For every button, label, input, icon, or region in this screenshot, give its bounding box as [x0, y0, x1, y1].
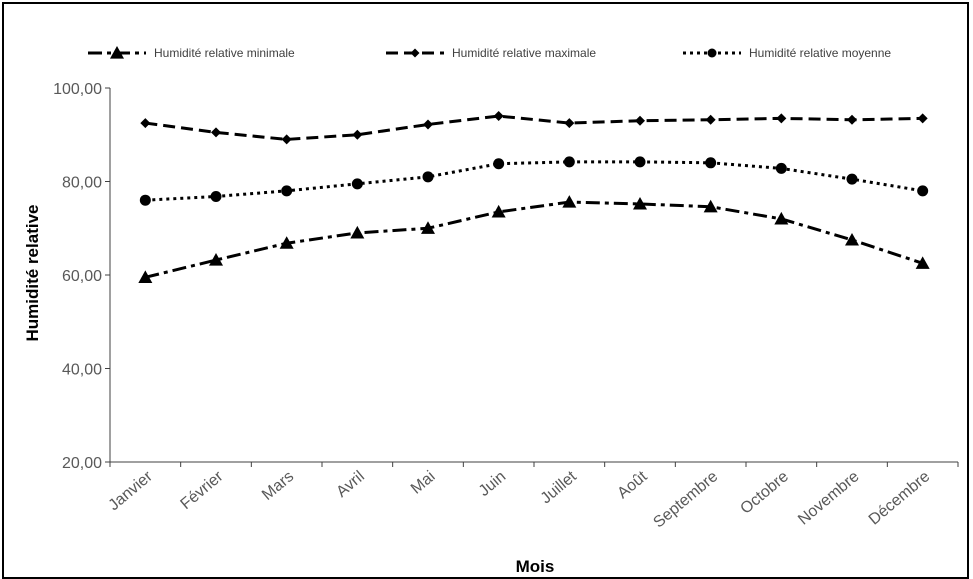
- y-axis-title: Humidité relative: [23, 205, 42, 342]
- y-tick-label: 60,00: [62, 268, 102, 285]
- x-tick-label: Juillet: [538, 468, 581, 508]
- data-point-circle: [210, 190, 222, 202]
- x-tick-label: Décembre: [866, 468, 934, 529]
- x-axis-title: Mois: [516, 557, 555, 576]
- x-tick-label: Janvier: [105, 468, 156, 515]
- data-point-triangle: [915, 256, 930, 269]
- data-point-diamond: [705, 114, 716, 125]
- data-point-triangle: [209, 253, 223, 266]
- series-2: [140, 111, 928, 145]
- x-tick-label: Mars: [259, 468, 297, 504]
- series-line: [144, 200, 924, 279]
- x-tick-label: Novembre: [795, 468, 863, 529]
- series-1: [138, 195, 930, 283]
- series-3: [139, 156, 929, 206]
- y-tick-label: 20,00: [62, 455, 102, 472]
- x-tick-label: Février: [178, 468, 228, 513]
- data-point-diamond: [776, 113, 787, 124]
- data-point-triangle: [110, 46, 124, 59]
- data-point-circle: [563, 156, 575, 168]
- data-point-diamond: [564, 118, 575, 129]
- data-point-diamond: [281, 134, 292, 145]
- series-line: [145, 114, 923, 141]
- legend: Humidité relative minimale Humidité relat…: [88, 46, 891, 60]
- data-point-triangle: [491, 204, 506, 218]
- data-point-diamond: [635, 115, 645, 126]
- data-point-circle: [846, 173, 858, 185]
- x-tick-label: Mai: [408, 468, 439, 498]
- data-point-triangle: [703, 199, 718, 213]
- y-tick-label: 100,00: [53, 81, 102, 98]
- data-point-circle: [707, 48, 717, 58]
- data-point-diamond: [410, 48, 420, 58]
- data-point-triangle: [421, 221, 435, 234]
- series-line: [145, 160, 923, 202]
- data-point-diamond: [140, 118, 151, 129]
- data-point-circle: [139, 194, 151, 206]
- y-axis: 20,00 40,00 60,00 80,00 100,00: [53, 81, 111, 472]
- legend-item: Humidité relative minimale: [88, 46, 295, 60]
- data-point-diamond: [423, 119, 433, 130]
- data-point-diamond: [847, 114, 857, 125]
- data-point-diamond: [493, 111, 504, 122]
- legend-label: Humidité relative maximale: [452, 46, 596, 60]
- x-tick-label: Septembre: [650, 468, 721, 531]
- data-point-circle: [917, 185, 929, 197]
- data-point-triangle: [774, 211, 789, 225]
- x-tick-label: Août: [614, 468, 651, 503]
- legend-label: Humidité relative minimale: [154, 46, 295, 60]
- y-tick-label: 80,00: [62, 175, 102, 192]
- x-axis: Janvier Février Mars Avril Mai Juin Juillet Aoû…: [105, 461, 959, 531]
- plot-area: [138, 111, 930, 283]
- data-point-circle: [775, 162, 787, 174]
- x-tick-label: Avril: [333, 468, 368, 501]
- y-tick-label: 40,00: [62, 362, 102, 379]
- data-point-circle: [705, 157, 717, 169]
- data-point-circle: [493, 158, 505, 170]
- data-point-triangle: [279, 236, 294, 249]
- data-point-triangle: [350, 225, 365, 239]
- data-point-circle: [422, 171, 434, 183]
- data-point-triangle: [562, 195, 577, 208]
- data-point-diamond: [352, 129, 363, 140]
- x-tick-label: Juin: [476, 468, 509, 500]
- legend-label: Humidité relative moyenne: [749, 46, 891, 60]
- legend-item: Humidité relative moyenne: [683, 46, 891, 60]
- data-point-triangle: [845, 232, 859, 246]
- data-point-circle: [634, 156, 646, 168]
- data-point-triangle: [138, 270, 153, 283]
- data-point-circle: [351, 178, 363, 190]
- data-point-diamond: [211, 127, 221, 138]
- data-point-triangle: [633, 196, 647, 210]
- data-point-diamond: [917, 113, 928, 124]
- data-point-circle: [281, 185, 293, 197]
- legend-item: Humidité relative maximale: [386, 46, 596, 60]
- x-tick-label: Octobre: [737, 468, 792, 518]
